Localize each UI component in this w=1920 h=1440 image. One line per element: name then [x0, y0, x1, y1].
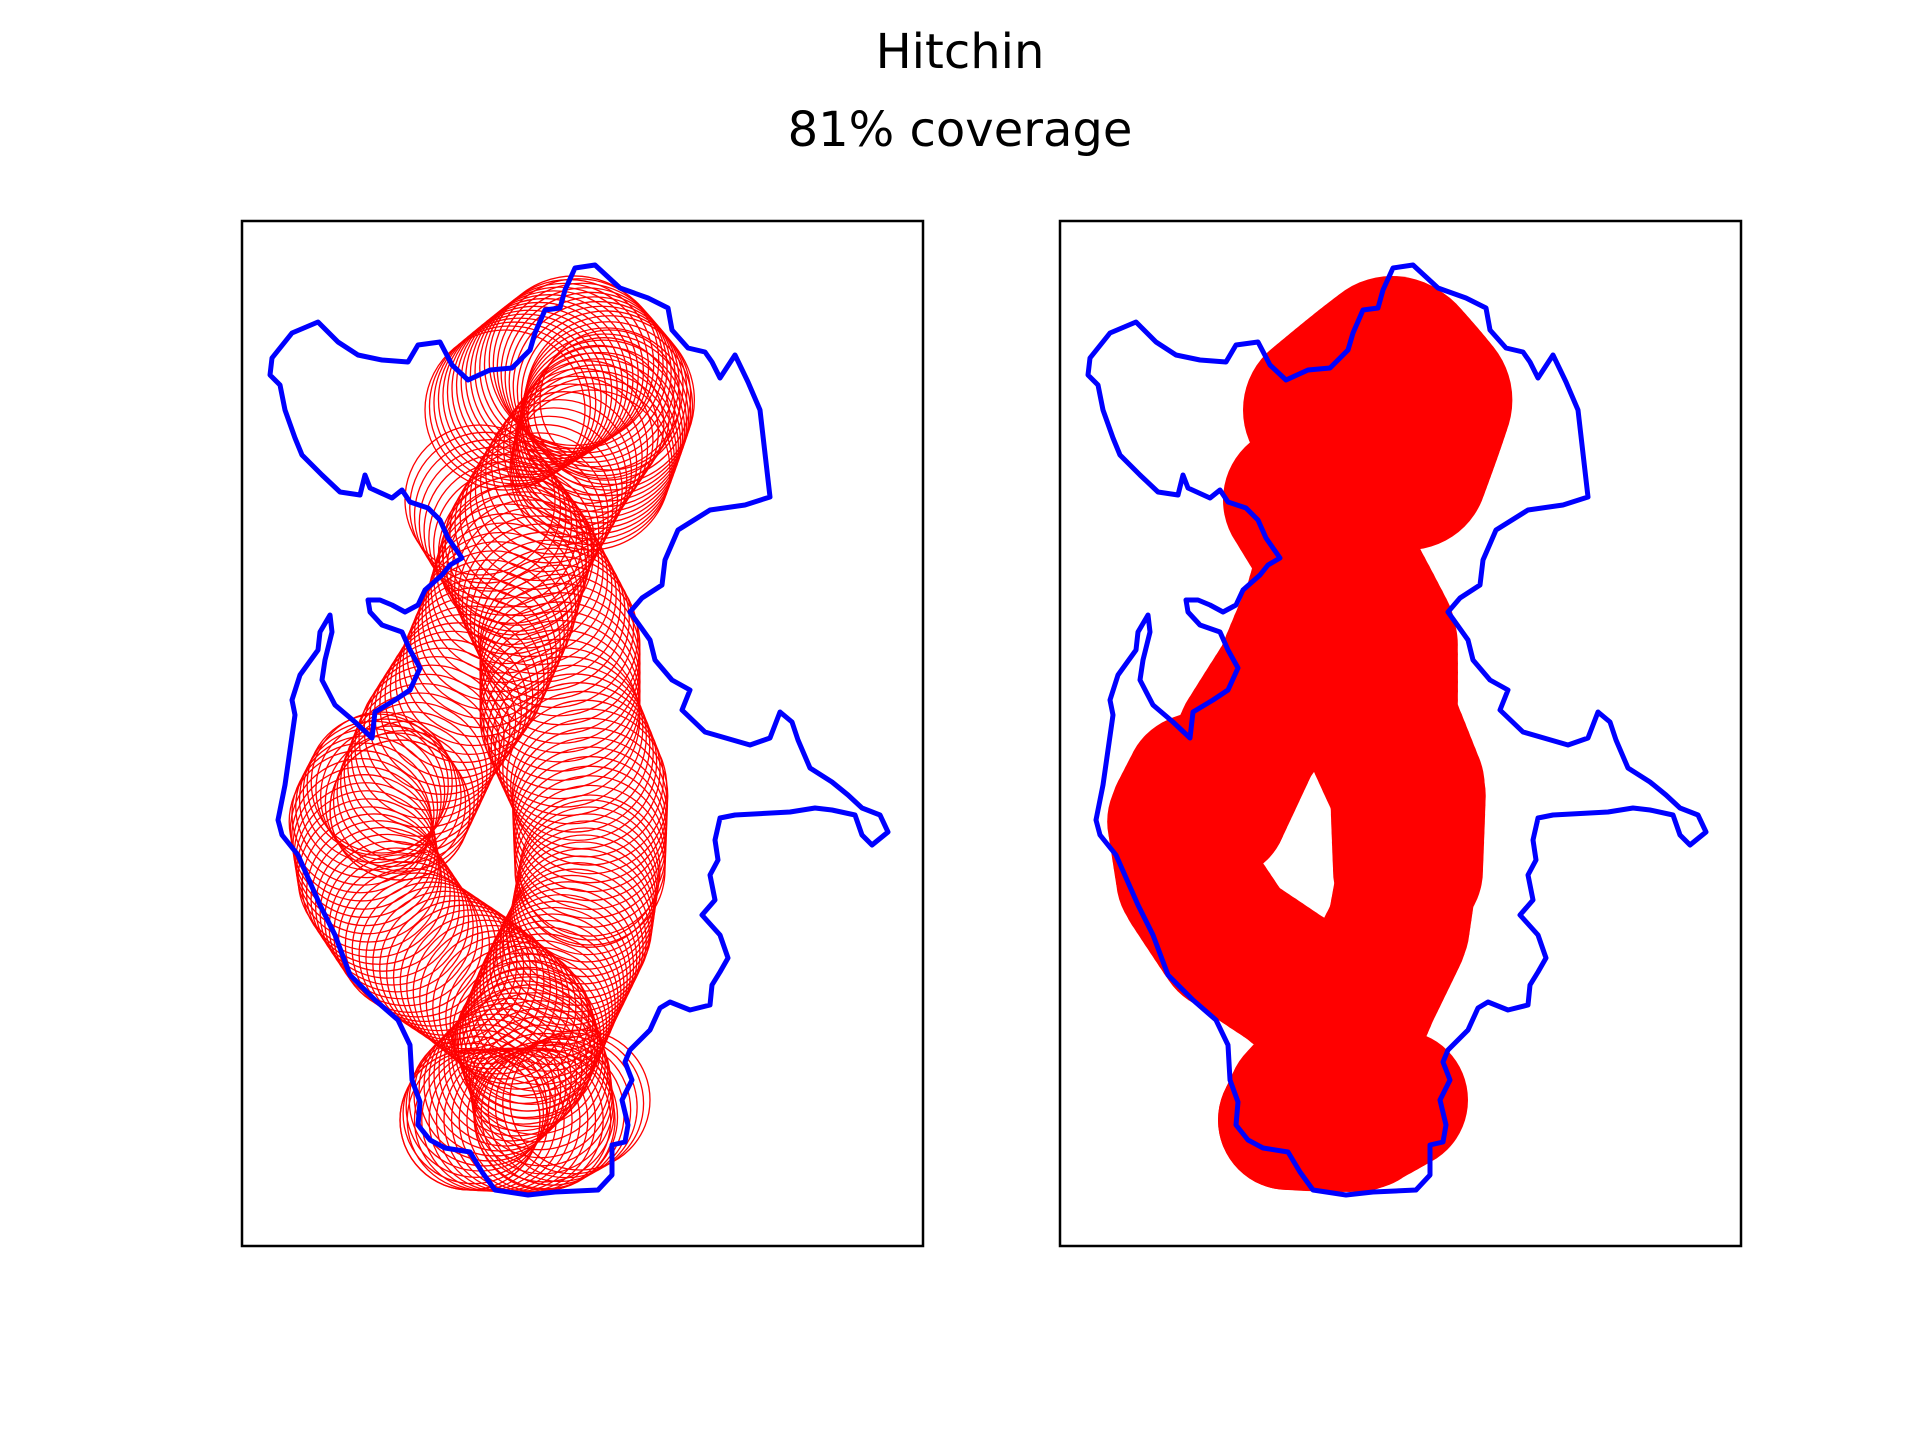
coverage-circle-outline	[462, 953, 608, 1099]
left-district-boundary	[267, 262, 891, 1198]
coverage-circle-outline	[521, 352, 665, 496]
coverage-circle-outline	[511, 717, 669, 875]
coverage-circle-outline	[470, 933, 616, 1079]
coverage-circle-outline	[520, 310, 692, 481]
coverage-circle-outline	[473, 926, 619, 1072]
coverage-circle-outline	[404, 424, 556, 576]
coverage-circle-outline	[438, 997, 583, 1142]
coverage-circle-outline	[474, 1049, 616, 1191]
coverage-circle-outline	[457, 515, 617, 675]
coverage-circle-outline	[473, 547, 635, 709]
coverage-circle-outline	[433, 1002, 578, 1147]
coverage-circle-outline	[399, 909, 545, 1055]
coverage-circle-outline	[332, 729, 475, 872]
coverage-circle-outline	[402, 1042, 545, 1185]
coverage-circle-outline	[423, 453, 578, 608]
coverage-circle-outline	[492, 278, 664, 450]
right-district-boundary	[1085, 262, 1709, 1198]
coverage-circle-outline	[485, 398, 633, 546]
coverage-circle-outline	[473, 1044, 619, 1190]
coverage-circle-outline	[513, 370, 677, 535]
coverage-circle-outline	[424, 329, 586, 491]
coverage-circle-outline	[499, 874, 644, 1020]
right-axes-frame	[1058, 219, 1743, 1248]
coverage-circle-outline	[498, 682, 658, 842]
coverage-circle-outline	[315, 718, 458, 861]
coverage-circle-outline	[469, 539, 630, 700]
coverage-circle-outline	[508, 296, 680, 468]
coverage-circle-outline	[428, 461, 584, 616]
coverage-circle-outline	[533, 337, 676, 480]
coverage-circle-outline	[428, 1008, 572, 1152]
coverage-circle-outline	[319, 725, 462, 868]
left-coverage-circles	[288, 275, 696, 1193]
coverage-circle-outline	[454, 448, 605, 599]
coverage-circle-outline	[443, 992, 588, 1137]
coverage-circle-outline	[514, 364, 680, 530]
coverage-circle-outline	[465, 531, 626, 692]
coverage-circle-outline	[469, 423, 619, 573]
coverage-circle-outline	[489, 894, 635, 1039]
coverage-circle-outline	[310, 711, 453, 854]
coverage-circle-filled	[1328, 1030, 1468, 1170]
left-axes-frame	[240, 219, 925, 1248]
coverage-circle-outline	[494, 673, 654, 833]
coverage-subtitle: 81% coverage	[787, 102, 1133, 158]
coverage-circle-outline	[479, 638, 641, 800]
coverage-circle-outline	[539, 329, 681, 471]
coverage-circle-outline	[512, 736, 668, 893]
coverage-circle-outline	[515, 360, 660, 505]
coverage-circle-outline	[487, 1038, 632, 1183]
right-map-panel	[1058, 219, 1743, 1248]
coverage-circle-outline	[418, 1018, 562, 1162]
coverage-circle-outline	[305, 820, 451, 965]
coverage-circle-outline	[294, 790, 440, 935]
coverage-circle-outline	[513, 765, 667, 919]
coverage-circle-outline	[511, 727, 669, 884]
coverage-circle-outline	[500, 287, 672, 459]
coverage-circle-outline	[347, 692, 492, 837]
coverage-circle-outline	[494, 1035, 638, 1179]
right-coverage-area	[1107, 275, 1513, 1192]
coverage-circle-outline	[454, 507, 613, 666]
coverage-circle-outline	[527, 344, 670, 488]
coverage-circle-outline	[449, 952, 594, 1097]
coverage-circle-outline	[450, 499, 609, 658]
coverage-circle-outline	[310, 826, 456, 972]
coverage-circle-outline	[319, 840, 465, 986]
coverage-circle-outline	[506, 699, 665, 858]
coverage-circle-outline	[504, 291, 676, 463]
coverage-circle-outline	[490, 664, 651, 825]
coverage-circle-outline	[486, 655, 647, 817]
coverage-circle-outline	[495, 881, 641, 1026]
coverage-circle-outline	[464, 946, 611, 1092]
coverage-circle-outline	[490, 391, 638, 538]
coverage-circle-outline	[413, 1024, 556, 1167]
coverage-circle-outline	[509, 1029, 651, 1171]
coverage-circle-outline	[482, 647, 644, 808]
coverage-circle-outline	[516, 305, 688, 477]
coverage-circle-outline	[433, 468, 589, 624]
coverage-circle-outline	[511, 841, 655, 985]
coverage-circle-outline	[444, 465, 595, 617]
coverage-circle-outline	[437, 317, 602, 482]
left-map-panel	[240, 219, 925, 1248]
coverage-circle-outline	[512, 755, 668, 911]
coverage-circle-outline	[513, 784, 667, 937]
coverage-circle-outline	[513, 775, 667, 928]
coverage-circle-outline	[301, 813, 447, 959]
coverage-circle-outline	[340, 711, 484, 855]
coverage-circle-outline	[514, 794, 666, 946]
coverage-circle-outline	[417, 550, 569, 702]
coverage-circle-outline	[298, 727, 442, 871]
coverage-circle-outline	[409, 431, 562, 584]
coverage-circle-outline	[358, 881, 504, 1027]
coverage-circle-outline	[358, 664, 505, 811]
coverage-circle-outline	[297, 806, 443, 951]
coverage-circle-outline	[502, 1032, 645, 1175]
figure-title: Hitchin	[875, 24, 1045, 80]
coverage-circle-outline	[419, 924, 564, 1070]
